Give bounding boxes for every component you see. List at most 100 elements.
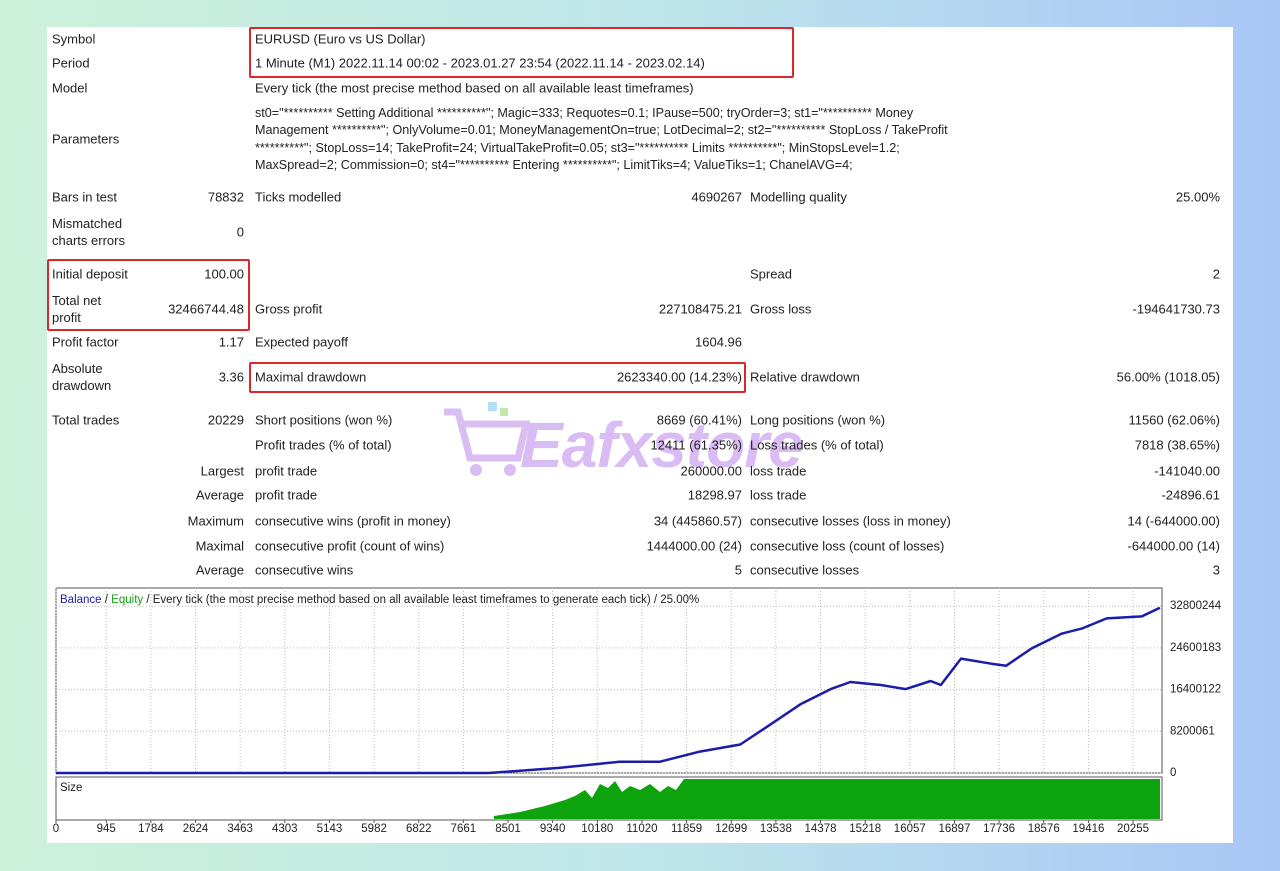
x-tick-label: 18576 [1028,823,1060,835]
x-tick-label: 19416 [1072,823,1104,835]
y-tick-label: 24600183 [1170,642,1221,654]
stat-label: profit trade [255,463,318,479]
stat-label: consecutive wins (profit in money) [255,513,451,529]
stat-value: 8669 (60.41%) [656,412,742,428]
row-label: Symbol [52,31,96,47]
balance-plot-frame [55,587,1163,774]
size-area [494,779,1160,819]
stat-value: 3.36 [218,369,244,385]
stat-label: Profit factor [52,334,119,350]
x-tick-label: 17736 [983,823,1015,835]
chart-header: Balance / Equity / Every tick (the most … [60,594,699,606]
x-tick-label: 9340 [540,823,566,835]
stat-value: 34 (445860.57) [653,513,742,529]
stat-value: 12411 (61.35%) [650,437,742,453]
stat-label: consecutive losses [750,562,860,578]
row-label: Model [52,80,88,96]
stat-value: 260000.00 [680,463,742,479]
stat-label: consecutive losses (loss in money) [750,513,951,529]
stat-value: 4690267 [691,189,742,205]
stat-label: loss trade [750,487,807,503]
stat-label: Profit trades (% of total) [255,437,392,453]
balance-line [56,606,1161,775]
y-tick-label: 32800244 [1170,600,1222,612]
stat-label: Gross loss [750,301,812,317]
parameter-line: **********"; StopLoss=14; TakeProfit=24;… [255,141,900,155]
stat-label: Largest [200,463,244,479]
stat-value: 14 (-644000.00) [1127,513,1220,529]
x-tick-label: 0 [53,823,59,835]
stat-value: -24896.61 [1161,487,1220,503]
stat-value: -194641730.73 [1132,301,1220,317]
row-label: Parameters [52,131,120,147]
x-tick-label: 11859 [671,823,702,835]
stat-label: Mismatched charts errors [52,215,125,249]
y-tick-label: 0 [1170,767,1176,779]
legend-balance: Balance [60,594,102,606]
stat-label: Average [195,487,244,503]
stat-value: 2 [1212,266,1220,282]
y-tick-label: 8200061 [1170,725,1215,737]
x-tick-label: 20255 [1117,823,1149,835]
stat-label: Ticks modelled [255,189,342,205]
stat-label: Maximum [187,513,244,529]
stat-value: 32466744.48 [168,301,244,317]
stat-label: Modelling quality [750,189,847,205]
row-value: EURUSD (Euro vs US Dollar) [255,31,426,47]
stat-value: -644000.00 (14) [1127,538,1220,554]
stat-value: 1444000.00 (24) [646,538,742,554]
x-tick-label: 16057 [894,823,926,835]
x-tick-label: 5143 [317,823,343,835]
stat-label: Short positions (won %) [255,412,393,428]
stat-label: Total trades [52,412,120,428]
stat-label: loss trade [750,463,807,479]
stat-value: -141040.00 [1154,463,1220,479]
legend-equity: Equity [111,594,143,606]
stat-value: 100.00 [204,266,244,282]
label-line: Mismatched [52,216,123,231]
x-tick-label: 2624 [183,823,209,835]
stat-label: Total net profit [52,292,101,326]
stat-label: Average [195,562,244,578]
stat-label: consecutive wins [255,562,354,578]
stat-label: consecutive profit (count of wins) [255,538,445,554]
highlight-box [47,259,250,331]
stat-label: consecutive loss (count of losses) [750,538,945,554]
stat-label: Spread [750,266,792,282]
stat-label: Bars in test [52,189,118,205]
stat-value: 25.00% [1175,189,1220,205]
stat-value: 56.00% (1018.05) [1116,369,1220,385]
stat-label: Absolute drawdown [52,360,111,394]
x-tick-label: 3463 [227,823,253,835]
x-tick-label: 5982 [361,823,387,835]
stat-label: Maximal [195,538,244,554]
x-tick-label: 4303 [272,823,298,835]
x-tick-label: 11020 [626,823,657,835]
row-value: 1 Minute (M1) 2022.11.14 00:02 - 2023.01… [255,55,705,71]
stat-value: 1604.96 [695,334,742,350]
stat-label: Initial deposit [52,266,128,282]
stat-label: Expected payoff [255,334,348,350]
size-label: Size [60,782,82,794]
stat-value: 0 [236,224,244,240]
watermark-icon [444,402,530,476]
separator: / [105,594,109,606]
x-tick-label: 8501 [495,823,521,835]
x-tick-label: 7661 [451,823,477,835]
x-tick-label: 6822 [406,823,432,835]
stat-value: 11560 (62.06%) [1128,412,1220,428]
label-line: profit [52,310,81,325]
stat-value: 5 [734,562,742,578]
row-value: Every tick (the most precise method base… [255,80,694,96]
x-tick-label: 12699 [715,823,747,835]
stat-value: 18298.97 [687,487,742,503]
x-tick-label: 945 [97,823,116,835]
parameter-line: Management **********"; OnlyVolume=0.01;… [255,123,948,137]
label-line: Total net [52,293,102,308]
x-tick-label: 13538 [760,823,792,835]
x-tick-label: 10180 [581,823,613,835]
x-tick-label: 16897 [938,823,970,835]
stat-label: Relative drawdown [750,369,860,385]
